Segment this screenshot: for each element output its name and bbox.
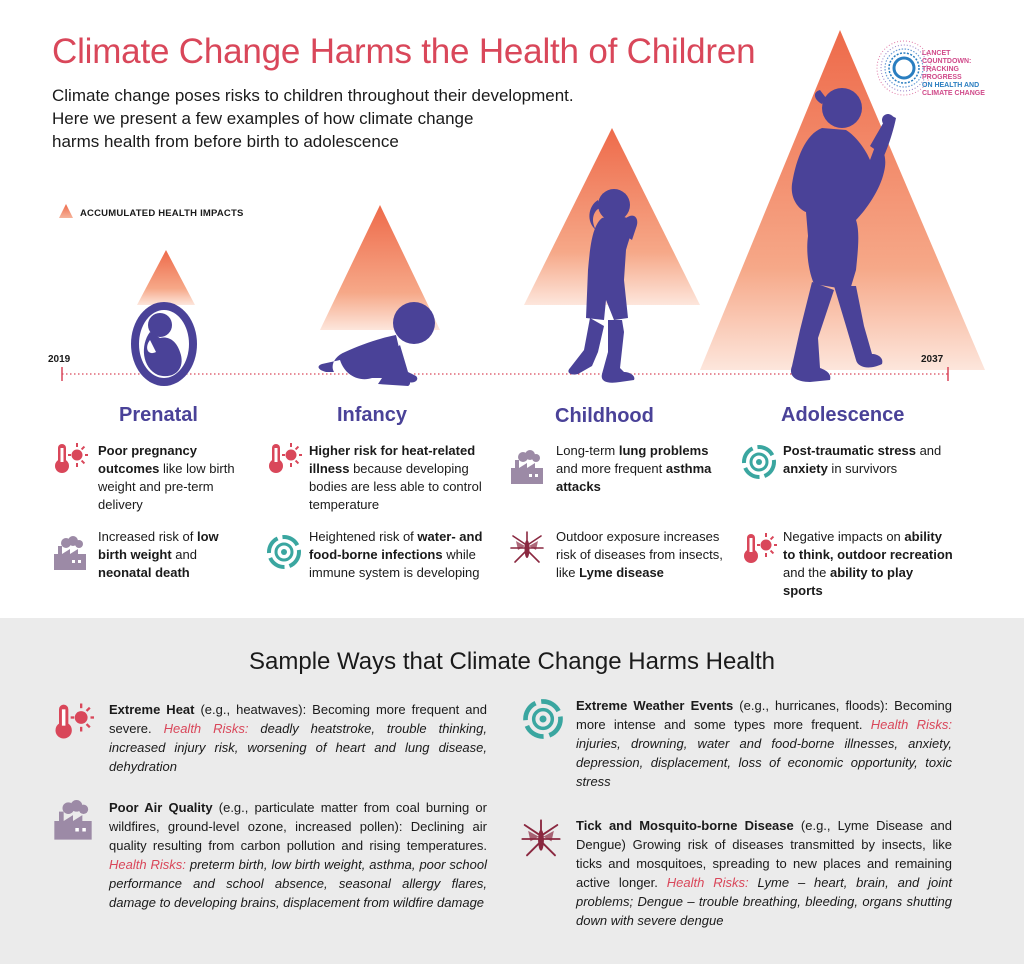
hurricane-icon	[266, 534, 302, 570]
adolescent-walking-silhouette-icon	[790, 88, 896, 382]
page-title: Climate Change Harms the Health of Child…	[52, 32, 756, 71]
sample-ways-title: Sample Ways that Climate Change Harms He…	[249, 648, 775, 675]
stage-label-infancy: Infancy	[337, 404, 408, 426]
legend-triangle-icon	[59, 204, 73, 218]
thermometer-sun-icon	[55, 443, 88, 473]
health-risks-label: Health Risks:	[163, 721, 249, 736]
factory-smoke-icon	[54, 800, 92, 840]
thermometer-sun-icon	[52, 440, 88, 476]
stage-impact-text: Increased risk of low birth weight and n…	[98, 529, 219, 580]
sample-entry-text: Poor Air Quality (e.g., particulate matt…	[109, 800, 487, 910]
hurricane-icon	[741, 444, 777, 480]
factory-smoke-icon	[52, 800, 94, 842]
stage-label-childhood: Childhood	[555, 405, 654, 427]
lancet-countdown-logo	[876, 40, 932, 96]
factory-smoke-icon	[511, 450, 543, 484]
stage-impact-text: Outdoor exposure increases risk of disea…	[556, 529, 723, 580]
stage-impact-text: Heightened risk of water- and food-borne…	[309, 529, 483, 580]
hurricane-icon	[523, 699, 563, 739]
stage-impact-text: Poor pregnancy outcomes like low birth w…	[98, 443, 235, 512]
thermometer-sun-icon	[269, 443, 302, 473]
mosquito-icon	[510, 531, 544, 563]
thermometer-sun-icon	[266, 440, 302, 476]
hurricane-icon	[522, 698, 564, 740]
legend-label: ACCUMULATED HEALTH IMPACTS	[80, 208, 244, 219]
health-risks-label: Health Risks:	[870, 717, 952, 732]
stage-impact-text: Negative impacts on ability to think, ou…	[783, 529, 953, 598]
stage-impact-text: Post-traumatic stress and anxiety in sur…	[783, 443, 942, 476]
factory-smoke-icon	[52, 536, 88, 572]
fetus-silhouette-icon	[131, 302, 197, 386]
health-risks-label: Health Risks:	[666, 875, 749, 890]
development-timeline-graphic	[61, 30, 985, 386]
sample-entry-heading: Tick and Mosquito-borne Disease	[576, 818, 794, 833]
health-risks-label: Health Risks:	[109, 857, 186, 872]
logo-text: LANCET COUNTDOWN: TRACKING PROGRESS ON H…	[922, 50, 985, 97]
hurricane-icon	[742, 445, 776, 479]
mosquito-icon	[509, 530, 545, 566]
thermometer-sun-icon	[55, 703, 94, 739]
thermometer-sun-icon	[741, 530, 777, 566]
sample-entry-heading: Extreme Heat	[109, 702, 195, 717]
hurricane-icon	[267, 535, 301, 569]
timeline-start-year: 2019	[48, 354, 71, 365]
sample-entry-text: Tick and Mosquito-borne Disease (e.g., L…	[576, 818, 953, 928]
stage-label-prenatal: Prenatal	[119, 404, 198, 426]
impact-triangle-prenatal	[137, 250, 195, 305]
stage-impact-text: Long-term lung problems and more frequen…	[556, 443, 712, 494]
factory-smoke-icon	[509, 450, 545, 486]
stage-label-adolescence: Adolescence	[781, 404, 905, 426]
thermometer-sun-icon	[744, 533, 777, 563]
sample-ways-section	[0, 618, 1024, 964]
sample-entry-text: Extreme Weather Events (e.g., hurricanes…	[576, 698, 952, 789]
intro-line: Climate change poses risks to children t…	[52, 86, 574, 105]
thermometer-sun-icon	[52, 700, 94, 742]
mosquito-icon	[521, 819, 561, 857]
sample-entry-heading: Extreme Weather Events	[576, 698, 734, 713]
crawling-baby-silhouette-icon	[318, 302, 435, 386]
sample-entry-heading: Poor Air Quality	[109, 800, 213, 815]
stage-impact-text: Higher risk for heat-related illness bec…	[309, 443, 482, 512]
intro-line: Here we present a few examples of how cl…	[52, 109, 474, 128]
timeline-end-year: 2037	[921, 354, 944, 365]
child-walking-silhouette-icon	[568, 189, 638, 383]
intro-line: harms health from before birth to adoles…	[52, 132, 399, 151]
sample-entry-text: Extreme Heat (e.g., heatwaves): Becoming…	[109, 702, 488, 774]
impact-triangle-infancy	[320, 205, 440, 330]
mosquito-icon	[520, 818, 562, 860]
factory-smoke-icon	[54, 536, 86, 570]
intro-text: Climate change poses risks to children t…	[52, 84, 612, 153]
